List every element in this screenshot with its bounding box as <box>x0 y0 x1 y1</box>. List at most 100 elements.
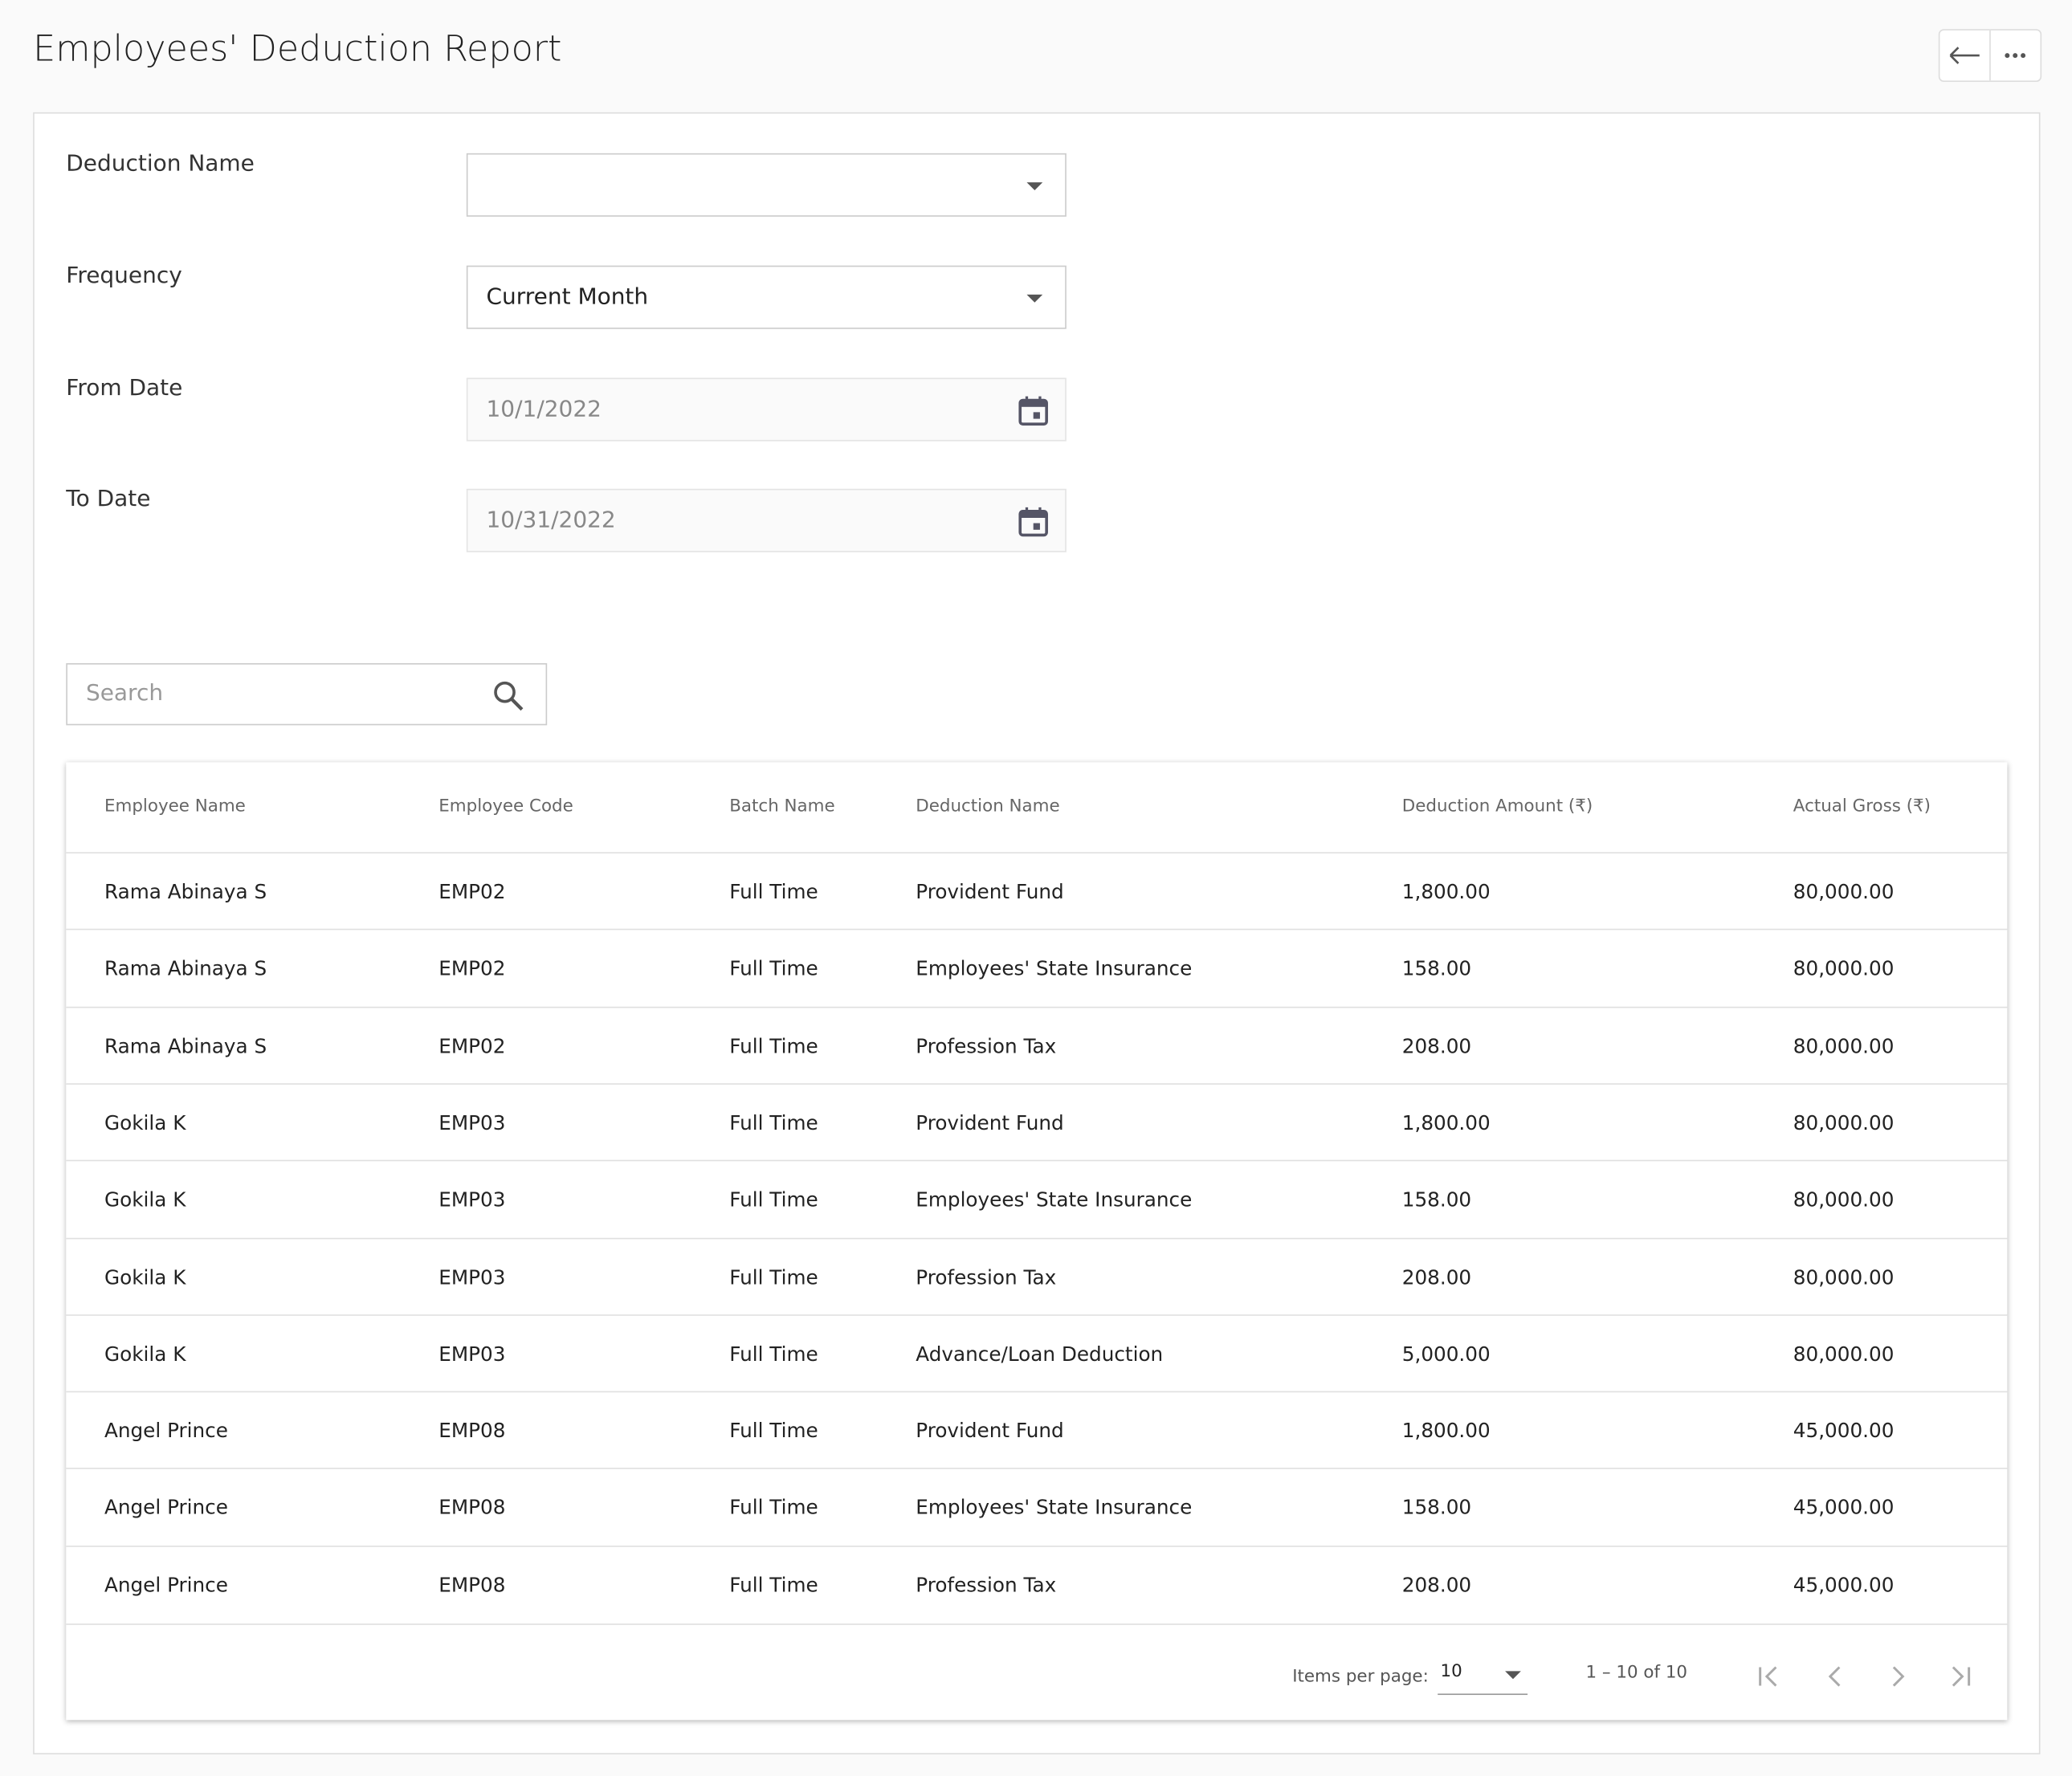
column-header: Deduction Amount (₹) <box>1401 796 1593 817</box>
table-row: Gokila K EMP03 Full Time Advance/Loan Deduc… <box>66 1314 2008 1392</box>
table-cell: Full Time <box>729 1342 818 1367</box>
table-cell: EMP08 <box>438 1573 506 1597</box>
page-size: 10 <box>1440 1661 1462 1682</box>
range-label: 1 – 10 of 10 <box>1585 1663 1688 1684</box>
table-cell: 80,000.00 <box>1793 1033 1895 1058</box>
table-cell: Gokila K <box>104 1342 186 1367</box>
table-cell: 5,000.00 <box>1401 1342 1491 1367</box>
column-header: Employee Code <box>438 796 573 817</box>
table-cell: Employees' State Insurance <box>916 1187 1193 1212</box>
table-cell: 45,000.00 <box>1793 1419 1895 1443</box>
table-cell: Provident Fund <box>916 1110 1064 1135</box>
date-input[interactable]: 10/31/2022 <box>466 488 1067 552</box>
table-cell: Angel Prince <box>104 1496 228 1520</box>
table-cell: Rama Abinaya S <box>104 879 267 904</box>
field-value: 10/31/2022 <box>486 507 616 534</box>
table-cell: 1,800.00 <box>1401 1110 1491 1135</box>
field-label: To Date <box>66 486 151 513</box>
field-value: Current Month <box>486 283 649 311</box>
dropdown-arrow <box>1026 182 1043 190</box>
table-cell: Employees' State Insurance <box>916 1496 1193 1520</box>
report-card: Deduction Name Frequency Current Month From… <box>33 112 2041 1755</box>
next-page[interactable] <box>1892 1666 1905 1687</box>
table-row: Rama Abinaya S EMP02 Full Time Employees' S… <box>66 929 2008 1007</box>
page-nav <box>1759 1666 1971 1687</box>
table-row: Rama Abinaya S EMP02 Full Time Provident Fu… <box>66 852 2008 930</box>
table-cell: 80,000.00 <box>1793 1187 1895 1212</box>
field-label: Deduction Name <box>66 150 255 177</box>
table-row: Gokila K EMP03 Full Time Profession Tax 208.… <box>66 1236 2008 1315</box>
table-cell: 208.00 <box>1401 1033 1472 1058</box>
table-cell: 1,800.00 <box>1401 879 1491 904</box>
table-cell: Angel Prince <box>104 1419 228 1443</box>
table-row: Gokila K EMP03 Full Time Provident Fund 1,80… <box>66 1083 2008 1161</box>
table-cell: 158.00 <box>1401 956 1472 981</box>
table-cell: Full Time <box>729 1419 818 1443</box>
table-cell: Full Time <box>729 956 818 981</box>
data-table: Items per page: 10 1 – 10 of 10 Employee… <box>66 762 2008 1721</box>
column-header: Batch Name <box>729 796 835 817</box>
toolbar-icons <box>1949 30 2026 81</box>
table-cell: Full Time <box>729 1110 818 1135</box>
more-button[interactable] <box>2005 53 2026 59</box>
select-input[interactable]: Current Month <box>466 265 1067 329</box>
table-cell: Full Time <box>729 1496 818 1520</box>
table-row: Angel Prince EMP08 Full Time Provident Fund… <box>66 1391 2008 1469</box>
date-input[interactable]: 10/1/2022 <box>466 377 1067 442</box>
table-cell: 80,000.00 <box>1793 1265 1895 1289</box>
field-label: Frequency <box>66 263 182 290</box>
table-cell: Full Time <box>729 879 818 904</box>
first-page[interactable] <box>1759 1666 1777 1687</box>
table-cell: Gokila K <box>104 1265 186 1289</box>
table-cell: EMP02 <box>438 879 506 904</box>
table-cell: Rama Abinaya S <box>104 956 267 981</box>
table-cell: 208.00 <box>1401 1573 1472 1597</box>
items-per-page-label: Items per page: <box>1292 1667 1429 1688</box>
select-input[interactable] <box>466 153 1067 217</box>
field-value: 10/1/2022 <box>486 396 602 423</box>
page-size-select[interactable]: 10 <box>1438 1660 1528 1696</box>
table-row: Rama Abinaya S EMP02 Full Time Profession T… <box>66 1006 2008 1084</box>
table-cell: EMP08 <box>438 1419 506 1443</box>
table-cell: Rama Abinaya S <box>104 1033 267 1058</box>
column-header: Actual Gross (₹) <box>1793 796 1931 817</box>
last-page[interactable] <box>1952 1666 1971 1687</box>
table-cell: EMP03 <box>438 1110 506 1135</box>
search-box[interactable]: Search <box>66 662 548 726</box>
column-header: Deduction Name <box>916 796 1060 817</box>
table-cell: Profession Tax <box>916 1033 1057 1058</box>
back-button[interactable] <box>1949 47 1980 64</box>
table-cell: 80,000.00 <box>1793 956 1895 981</box>
calendar-icon <box>1018 396 1048 426</box>
search-icon <box>494 681 524 711</box>
table-cell: EMP03 <box>438 1265 506 1289</box>
dropdown-arrow <box>1505 1671 1521 1680</box>
table-cell: 158.00 <box>1401 1187 1472 1212</box>
table-cell: Profession Tax <box>916 1573 1057 1597</box>
search-placeholder: Search <box>85 680 164 707</box>
table-cell: Employees' State Insurance <box>916 956 1193 981</box>
table-cell: EMP02 <box>438 956 506 981</box>
table-cell: Gokila K <box>104 1187 186 1212</box>
page-title: Employees' Deduction Report <box>33 29 562 71</box>
paginator: Items per page: 10 1 – 10 of 10 <box>66 1623 2008 1721</box>
table-row: Gokila K EMP03 Full Time Employees' State I… <box>66 1159 2008 1238</box>
table-cell: 158.00 <box>1401 1496 1472 1520</box>
table-cell: Full Time <box>729 1265 818 1289</box>
table-cell: Full Time <box>729 1187 818 1212</box>
table-cell: Full Time <box>729 1033 818 1058</box>
table-cell: 208.00 <box>1401 1265 1472 1289</box>
table-cell: EMP03 <box>438 1342 506 1367</box>
table-cell: 80,000.00 <box>1793 1110 1895 1135</box>
table-cell: 1,800.00 <box>1401 1419 1491 1443</box>
table-cell: Full Time <box>729 1573 818 1597</box>
table-cell: EMP08 <box>438 1496 506 1520</box>
table-cell: Gokila K <box>104 1110 186 1135</box>
table-cell: Provident Fund <box>916 1419 1064 1443</box>
prev-page[interactable] <box>1828 1666 1841 1687</box>
dropdown-arrow <box>1026 294 1043 303</box>
table-cell: Provident Fund <box>916 879 1064 904</box>
toolbar <box>1938 29 2042 83</box>
table-cell: Advance/Loan Deduction <box>916 1342 1164 1367</box>
